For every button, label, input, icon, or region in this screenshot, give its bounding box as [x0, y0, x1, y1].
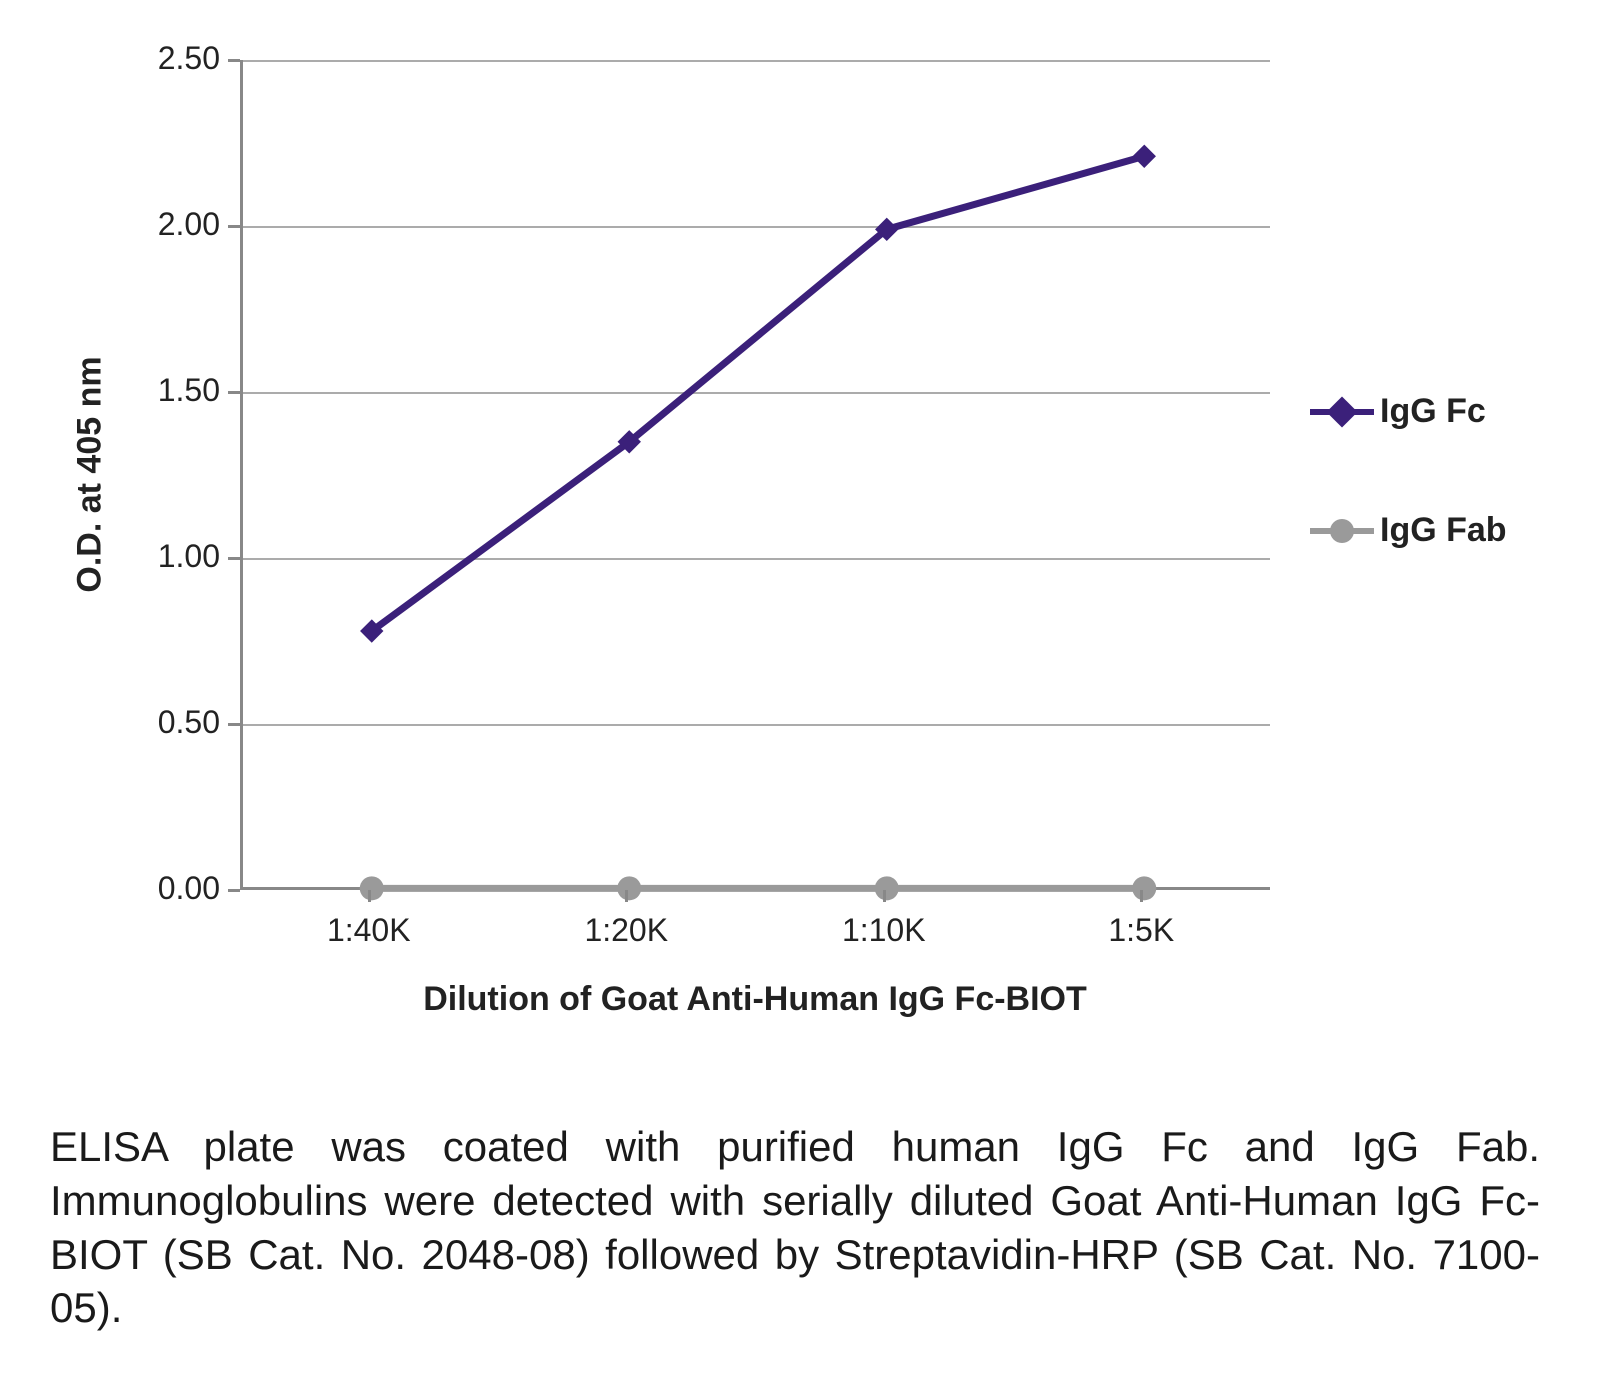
y-tick-label: 1.00 [130, 538, 220, 575]
x-tick [883, 890, 886, 902]
y-tick-label: 1.50 [130, 372, 220, 409]
y-axis-title: O.D. at 405 nm [71, 325, 110, 625]
y-tick [228, 59, 240, 62]
x-tick [368, 890, 371, 902]
circle-marker-icon [1330, 519, 1354, 543]
y-tick [228, 723, 240, 726]
x-tick-label: 1:10K [814, 912, 954, 949]
y-tick [228, 557, 240, 560]
legend-label: IgG Fc [1380, 392, 1486, 431]
legend-label: IgG Fab [1380, 511, 1507, 550]
circle-marker [617, 876, 641, 900]
y-tick [228, 391, 240, 394]
y-tick-label: 0.50 [130, 704, 220, 741]
diamond-marker [1133, 145, 1155, 167]
x-tick-label: 1:20K [556, 912, 696, 949]
x-axis-title: Dilution of Goat Anti-Human IgG Fc-BIOT [240, 980, 1270, 1019]
series-line [372, 156, 1145, 631]
x-tick-label: 1:5K [1071, 912, 1211, 949]
plot-area [240, 60, 1270, 890]
diamond-marker-icon [1326, 396, 1357, 427]
x-tick-label: 1:40K [299, 912, 439, 949]
y-tick-label: 0.00 [130, 870, 220, 907]
legend-swatch [1310, 409, 1374, 415]
legend-item: IgG Fc [1310, 392, 1507, 431]
x-tick [625, 890, 628, 902]
legend-swatch [1310, 528, 1374, 534]
elisa-line-chart: O.D. at 405 nm Dilution of Goat Anti-Hum… [40, 40, 1568, 1060]
y-tick-label: 2.50 [130, 40, 220, 77]
y-tick [228, 225, 240, 228]
y-tick [228, 889, 240, 892]
figure-caption: ELISA plate was coated with purified hum… [40, 1120, 1550, 1335]
chart-series-svg [243, 60, 1273, 890]
y-tick-label: 2.00 [130, 206, 220, 243]
circle-marker [875, 876, 899, 900]
circle-marker [1132, 876, 1156, 900]
chart-legend: IgG Fc IgG Fab [1310, 392, 1507, 630]
circle-marker [360, 876, 384, 900]
legend-item: IgG Fab [1310, 511, 1507, 550]
x-tick [1140, 890, 1143, 902]
